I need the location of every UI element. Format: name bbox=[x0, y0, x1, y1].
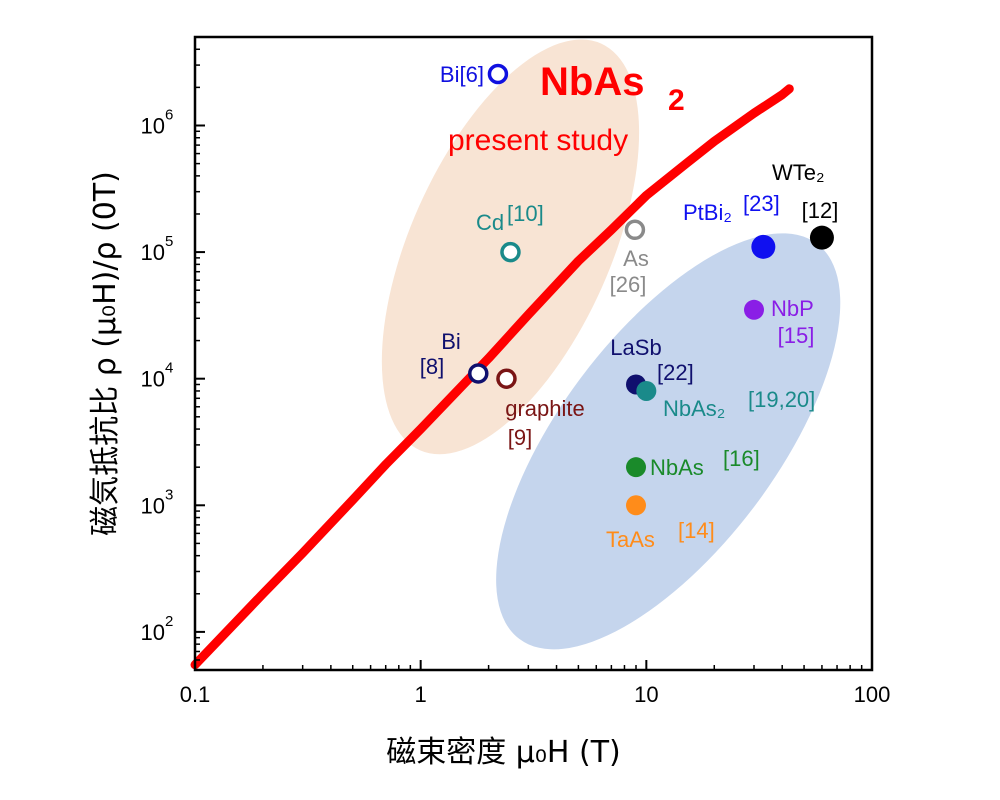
y-tick-label: 10 bbox=[141, 493, 165, 518]
label-lasb: LaSb bbox=[610, 335, 661, 360]
label-cd: Cd bbox=[476, 210, 504, 235]
plot-frame bbox=[193, 35, 874, 672]
nbas2-present-study-line bbox=[190, 84, 794, 670]
x-tick-label: 1 bbox=[415, 682, 427, 707]
label-nbas2-point: NbAs₂ bbox=[663, 396, 725, 421]
label-nbas2-main: NbAs bbox=[540, 60, 644, 104]
point-nbas-19-20 bbox=[636, 380, 657, 401]
point-cd-10 bbox=[500, 241, 521, 263]
label-as-ref: [26] bbox=[610, 272, 647, 297]
label-ptbi2: PtBi₂ bbox=[683, 200, 732, 225]
y-tick-label: 10 bbox=[141, 113, 165, 138]
point-ptbi-23 bbox=[751, 234, 776, 259]
label-bi-6: Bi[6] bbox=[440, 62, 484, 87]
label-taas: TaAs bbox=[606, 527, 655, 552]
label-nbas2-point-ref: [19,20] bbox=[748, 387, 815, 412]
label-ptbi2-ref: [23] bbox=[743, 191, 780, 216]
y-tick-label: 10 bbox=[141, 367, 165, 392]
point-bi-8 bbox=[468, 363, 489, 384]
point-taas-14 bbox=[626, 495, 647, 516]
y-tick-label: 10 bbox=[141, 240, 165, 265]
y-tick-label: 10 bbox=[141, 620, 165, 645]
label-nbas-ref: [16] bbox=[723, 446, 760, 471]
label-graphite-ref: [9] bbox=[508, 425, 532, 450]
label-bi-ref: [8] bbox=[420, 354, 444, 379]
y-tick-label-exponent: 2 bbox=[165, 613, 173, 630]
x-tick-label: 100 bbox=[854, 682, 891, 707]
label-wte2: WTe₂ bbox=[772, 160, 825, 185]
series-layer bbox=[190, 84, 794, 670]
label-bi: Bi bbox=[441, 329, 461, 354]
x-axis-title: 磁束密度 μ₀H (T) bbox=[386, 735, 620, 770]
x-tick-label: 0.1 bbox=[180, 682, 211, 707]
label-nbp: NbP bbox=[771, 296, 814, 321]
point-bi-6 bbox=[487, 63, 509, 85]
label-cd-ref: [10] bbox=[507, 201, 544, 226]
x-axis: 0.1 1 10 100 bbox=[180, 660, 891, 707]
label-taas-ref: [14] bbox=[678, 518, 715, 543]
y-tick-label-exponent: 4 bbox=[165, 360, 173, 377]
label-lasb-ref: [22] bbox=[657, 360, 694, 385]
label-wte2-ref: [12] bbox=[802, 198, 839, 223]
point-nbp-15 bbox=[744, 299, 765, 320]
y-tick-label-exponent: 6 bbox=[165, 106, 173, 123]
label-graphite: graphite bbox=[505, 396, 585, 421]
x-tick-label: 10 bbox=[634, 682, 658, 707]
point-as-26 bbox=[624, 219, 646, 241]
y-tick-label-exponent: 3 bbox=[165, 486, 173, 503]
label-nbp-ref: [15] bbox=[778, 323, 815, 348]
y-tick-label-exponent: 5 bbox=[165, 233, 173, 250]
labels-layer: Bi[6] Cd [10] Bi[8] graphite [9] As[26] PtBi₂ [2… bbox=[420, 60, 839, 552]
point-nbas-16 bbox=[626, 457, 647, 478]
y-axis-title: 磁気抵抗比 ρ (μ₀H)/ρ (0T) bbox=[88, 171, 123, 536]
label-present-study: present study bbox=[448, 124, 628, 157]
points-layer bbox=[468, 63, 834, 516]
point-graphite-9 bbox=[496, 368, 517, 389]
label-nbas2-main-sub: 2 bbox=[668, 84, 685, 117]
point-wte-12 bbox=[809, 225, 834, 250]
label-nbas: NbAs bbox=[650, 455, 704, 480]
other-materials-region bbox=[496, 233, 841, 650]
label-as: As bbox=[623, 246, 649, 271]
